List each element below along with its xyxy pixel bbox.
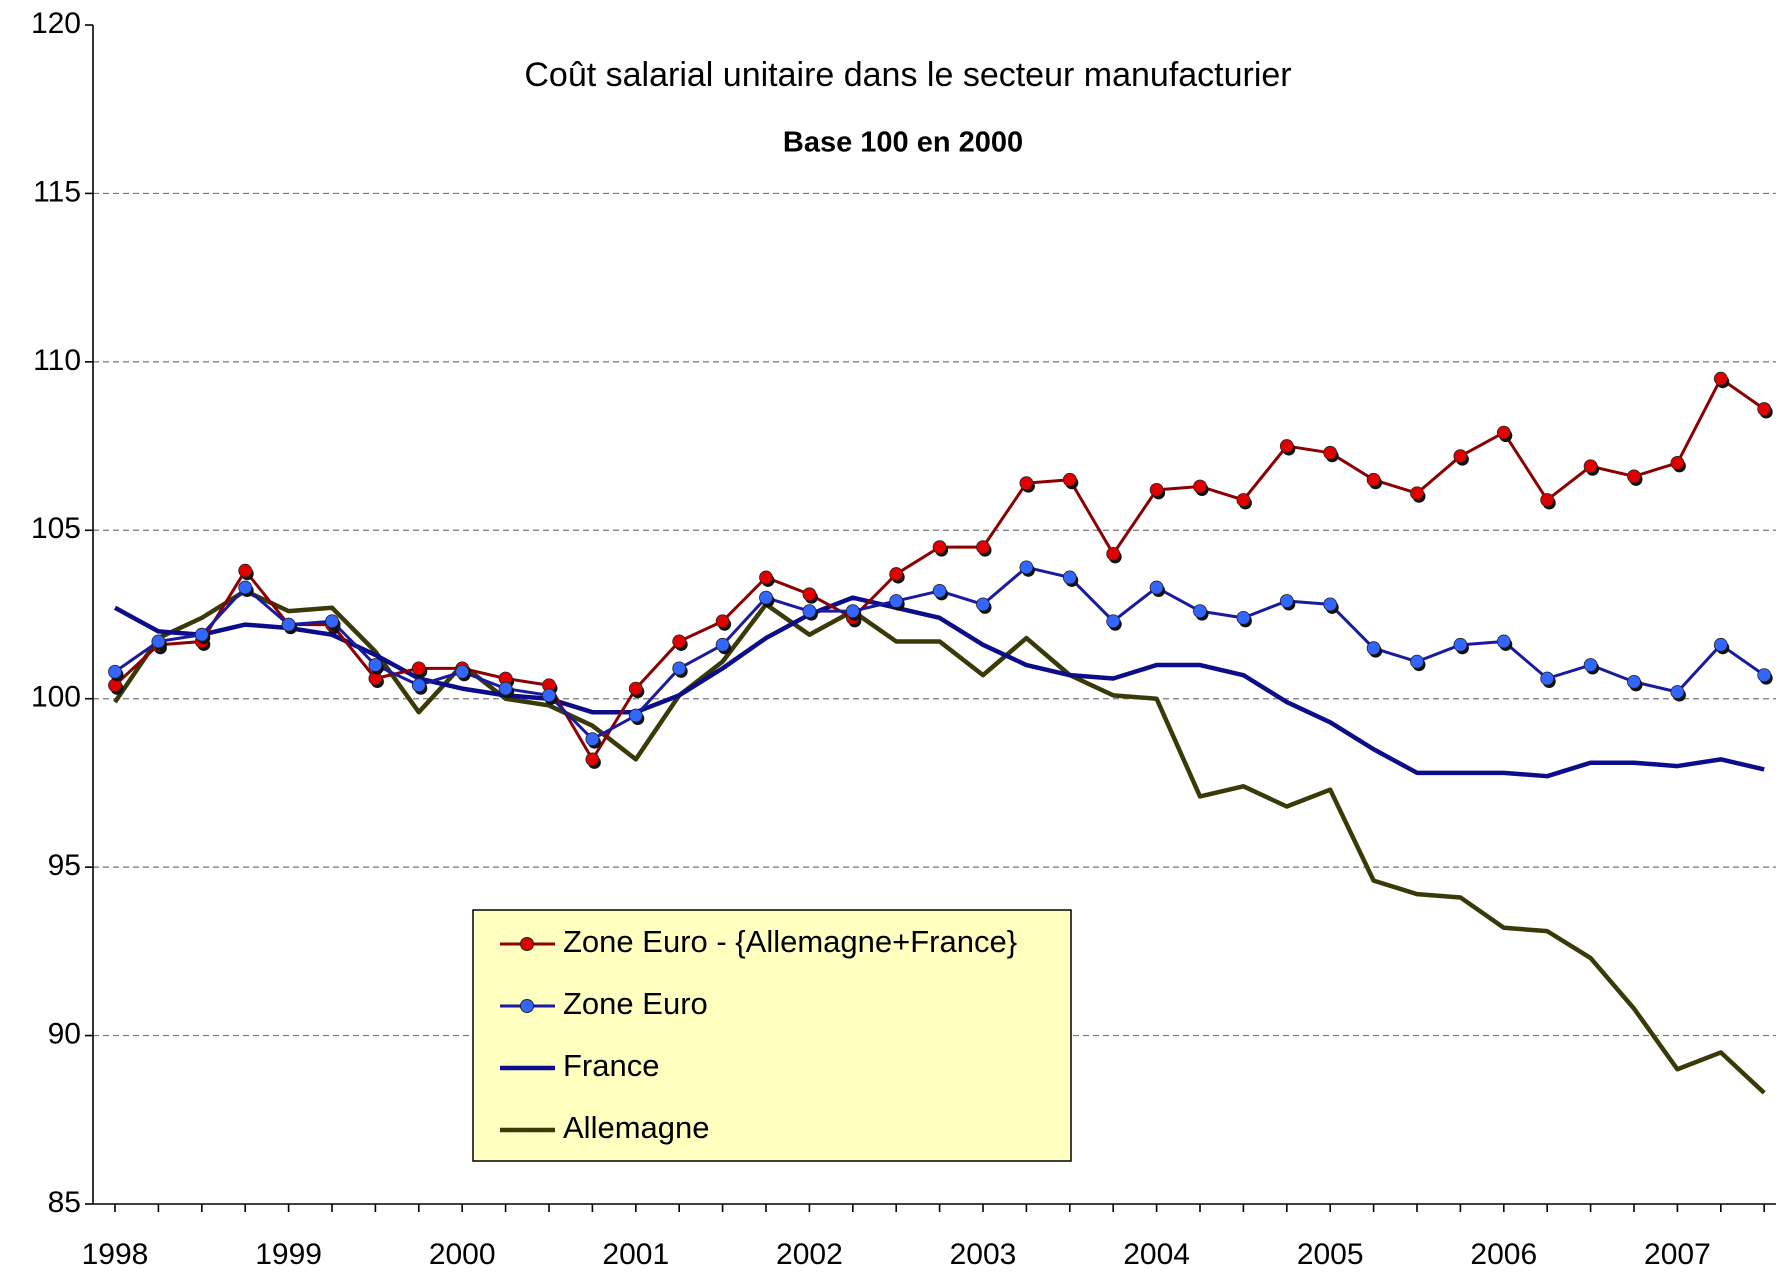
x-tick-label: 1998 bbox=[82, 1238, 149, 1271]
point bbox=[1323, 445, 1338, 460]
point bbox=[1062, 472, 1077, 487]
point bbox=[238, 580, 253, 595]
point bbox=[1106, 546, 1121, 561]
x-tick-label: 2002 bbox=[776, 1238, 843, 1271]
point bbox=[1149, 482, 1164, 497]
y-tick-label: 90 bbox=[48, 1017, 81, 1050]
point bbox=[715, 614, 730, 629]
point bbox=[1019, 560, 1034, 575]
point bbox=[194, 627, 209, 642]
point bbox=[889, 567, 904, 581]
point bbox=[1149, 580, 1164, 595]
point bbox=[455, 664, 470, 679]
point bbox=[932, 540, 947, 555]
point bbox=[1236, 493, 1251, 507]
point bbox=[845, 604, 860, 619]
legend-label: Zone Euro - {Allemagne+France} bbox=[563, 924, 1017, 959]
point bbox=[108, 664, 122, 679]
x-tick-label: 2003 bbox=[950, 1238, 1017, 1271]
point bbox=[976, 540, 990, 555]
legend-label: Zone Euro bbox=[563, 986, 708, 1021]
point bbox=[1757, 402, 1772, 416]
series-line bbox=[113, 377, 1766, 761]
y-tick-label: 85 bbox=[48, 1186, 81, 1219]
point bbox=[759, 570, 773, 585]
point bbox=[628, 681, 643, 696]
point bbox=[1583, 459, 1598, 474]
point bbox=[1453, 449, 1468, 464]
point bbox=[1019, 476, 1034, 491]
point bbox=[1670, 456, 1685, 470]
point bbox=[281, 617, 296, 632]
y-tick-label: 115 bbox=[33, 175, 81, 208]
point bbox=[368, 658, 383, 672]
legend-marker bbox=[520, 999, 534, 1013]
point bbox=[802, 587, 817, 602]
point bbox=[1540, 493, 1555, 507]
point bbox=[1627, 469, 1641, 484]
point bbox=[1062, 570, 1077, 585]
point bbox=[1713, 371, 1728, 386]
point bbox=[759, 590, 773, 605]
point bbox=[585, 752, 600, 767]
x-tick-label: 2005 bbox=[1297, 1238, 1364, 1271]
point bbox=[1583, 658, 1598, 672]
point bbox=[1410, 654, 1424, 669]
point bbox=[498, 681, 513, 696]
point bbox=[1496, 634, 1511, 649]
x-tick-label: 2006 bbox=[1470, 1238, 1537, 1271]
point bbox=[1366, 472, 1381, 487]
point bbox=[151, 634, 166, 649]
point bbox=[1713, 637, 1728, 652]
point bbox=[1323, 597, 1338, 612]
point bbox=[411, 678, 426, 693]
point bbox=[1236, 610, 1251, 625]
x-tick-label: 2007 bbox=[1644, 1238, 1711, 1271]
point bbox=[1106, 614, 1121, 629]
point bbox=[1279, 594, 1294, 608]
point bbox=[1453, 637, 1468, 652]
chart-subtitle: Base 100 en 2000 bbox=[783, 127, 1023, 159]
y-tick-label: 105 bbox=[31, 512, 81, 545]
point bbox=[715, 637, 730, 652]
point bbox=[672, 634, 687, 649]
legend-box bbox=[472, 909, 1072, 1162]
point bbox=[585, 732, 600, 747]
point bbox=[1496, 425, 1511, 440]
point bbox=[932, 584, 947, 598]
point bbox=[1193, 604, 1207, 619]
point bbox=[1757, 668, 1772, 683]
y-tick-label: 100 bbox=[31, 681, 81, 714]
point bbox=[889, 594, 904, 608]
x-tick-label: 1999 bbox=[255, 1238, 322, 1271]
y-tick-label: 120 bbox=[31, 7, 81, 40]
point bbox=[1366, 641, 1381, 656]
point bbox=[672, 661, 687, 676]
legend: Zone Euro - {Allemagne+France} Zone Euro F… bbox=[472, 909, 1072, 1162]
chart-title: Coût salarial unitaire dans le secteur m… bbox=[524, 56, 1291, 94]
x-tick-label: 2001 bbox=[602, 1238, 669, 1271]
point bbox=[1193, 479, 1207, 494]
point bbox=[1670, 685, 1685, 699]
legend-marker bbox=[520, 937, 534, 951]
series-line bbox=[113, 595, 1765, 779]
point bbox=[238, 563, 253, 578]
point bbox=[976, 597, 990, 612]
point bbox=[802, 604, 817, 619]
point bbox=[1540, 671, 1555, 686]
y-tick-label: 110 bbox=[33, 344, 81, 377]
legend-label: Allemagne bbox=[563, 1110, 709, 1145]
point bbox=[411, 661, 426, 676]
point bbox=[628, 708, 643, 723]
x-tick-label: 2000 bbox=[429, 1238, 496, 1271]
x-tick-label: 2004 bbox=[1123, 1238, 1190, 1271]
point bbox=[1627, 674, 1641, 689]
point bbox=[325, 614, 339, 629]
y-tick-label: 95 bbox=[48, 849, 81, 882]
point bbox=[1279, 439, 1294, 453]
point bbox=[1410, 486, 1424, 501]
point bbox=[542, 688, 556, 703]
legend-label: France bbox=[563, 1048, 659, 1083]
